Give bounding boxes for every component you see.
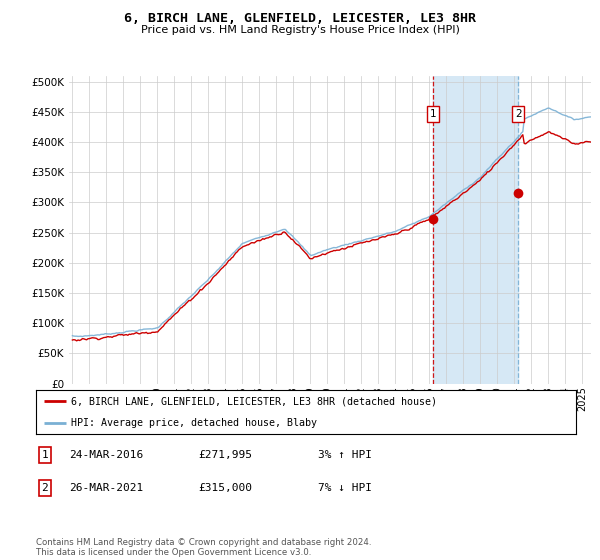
Text: £315,000: £315,000: [198, 483, 252, 493]
Text: 2: 2: [41, 483, 49, 493]
Text: Contains HM Land Registry data © Crown copyright and database right 2024.
This d: Contains HM Land Registry data © Crown c…: [36, 538, 371, 557]
Text: 2: 2: [515, 109, 521, 119]
Text: Price paid vs. HM Land Registry's House Price Index (HPI): Price paid vs. HM Land Registry's House …: [140, 25, 460, 35]
Text: 3% ↑ HPI: 3% ↑ HPI: [318, 450, 372, 460]
Text: 26-MAR-2021: 26-MAR-2021: [69, 483, 143, 493]
Text: 7% ↓ HPI: 7% ↓ HPI: [318, 483, 372, 493]
Text: HPI: Average price, detached house, Blaby: HPI: Average price, detached house, Blab…: [71, 418, 317, 428]
Text: 1: 1: [41, 450, 49, 460]
Bar: [433, 76, 518, 384]
Text: 24-MAR-2016: 24-MAR-2016: [69, 450, 143, 460]
Text: £271,995: £271,995: [198, 450, 252, 460]
Text: 1: 1: [430, 109, 437, 119]
Text: 6, BIRCH LANE, GLENFIELD, LEICESTER, LE3 8HR (detached house): 6, BIRCH LANE, GLENFIELD, LEICESTER, LE3…: [71, 396, 437, 406]
Text: 6, BIRCH LANE, GLENFIELD, LEICESTER, LE3 8HR: 6, BIRCH LANE, GLENFIELD, LEICESTER, LE3…: [124, 12, 476, 25]
